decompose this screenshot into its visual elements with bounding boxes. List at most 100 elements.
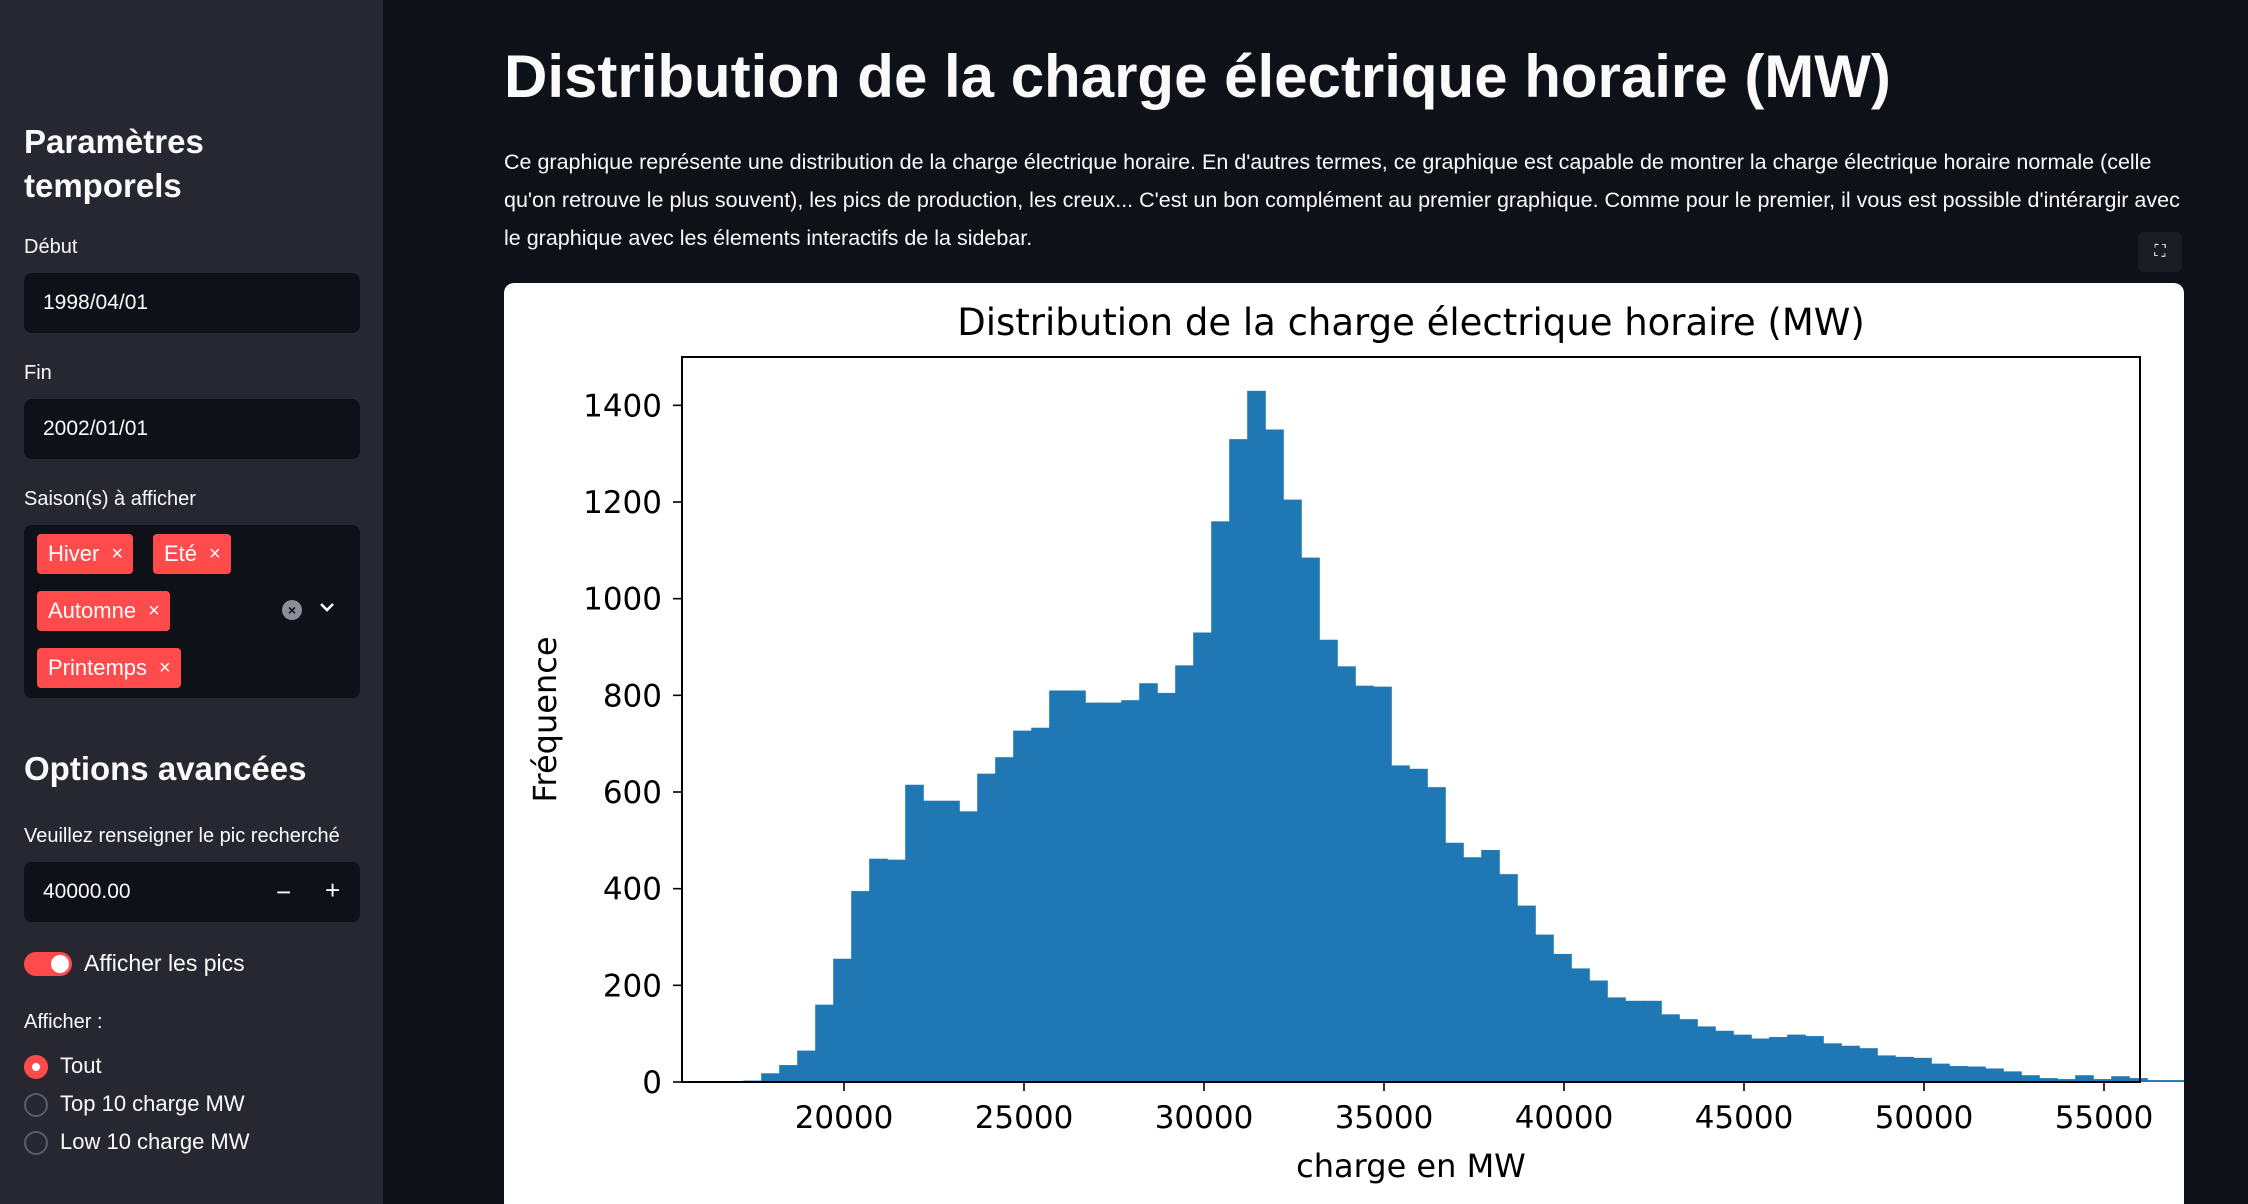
- histogram-bar: [1229, 439, 1248, 1082]
- y-tick-label: 1400: [583, 388, 662, 424]
- histogram-bar: [1373, 686, 1392, 1082]
- histogram-bar: [1535, 934, 1554, 1082]
- remove-tag-icon[interactable]: ×: [209, 542, 221, 565]
- season-tag-label: Automne: [48, 598, 137, 623]
- histogram-bar: [833, 958, 852, 1082]
- peak-label: Veuillez renseigner le pic recherché: [24, 825, 340, 847]
- histogram-bar: [1481, 850, 1500, 1082]
- histogram-bar: [1751, 1038, 1770, 1082]
- histogram-chart: 20000 25000 30000 35000 40000 45000 50000 55000…: [504, 283, 2184, 1204]
- histogram-bar: [1607, 997, 1626, 1082]
- plot-frame: [681, 356, 2141, 1083]
- show-peaks-label: Afficher les pics: [84, 950, 245, 976]
- y-tick-label: 1000: [583, 582, 662, 618]
- radio-top10[interactable]: [24, 1093, 48, 1117]
- x-tick-label: 40000: [1515, 1100, 1614, 1136]
- season-tag-label: Hiver: [48, 541, 100, 566]
- start-date-value: 1998/04/01: [43, 291, 149, 314]
- histogram-bar: [1913, 1057, 1932, 1082]
- histogram-bar: [1805, 1036, 1824, 1082]
- advanced-options-title: Options avancées: [24, 750, 307, 787]
- page-description: Ce graphique représente une distribution…: [504, 150, 2180, 250]
- end-date-input[interactable]: 2002/01/01: [24, 399, 360, 459]
- histogram-bar: [2075, 1075, 2094, 1082]
- histogram-bar: [2021, 1075, 2040, 1082]
- histogram-bar: [2039, 1078, 2058, 1082]
- histogram-bar: [1949, 1066, 1968, 1082]
- season-tag-printemps[interactable]: Printemps ×: [37, 648, 181, 688]
- radio-low10[interactable]: [24, 1131, 48, 1155]
- histogram-bar: [1013, 730, 1032, 1082]
- histogram-bar: [1355, 685, 1374, 1082]
- season-tag-ete[interactable]: Eté ×: [153, 534, 231, 574]
- y-tick-label: 400: [603, 872, 662, 908]
- histogram-bar: [1823, 1043, 1842, 1082]
- histogram-bar: [1301, 557, 1320, 1082]
- histogram-bar: [1283, 499, 1302, 1082]
- histogram-bar: [1841, 1045, 1860, 1082]
- histogram-bar: [1733, 1034, 1752, 1082]
- histogram-bar: [1499, 874, 1518, 1082]
- histogram-bar: [1643, 1000, 1662, 1082]
- x-tick-label: 35000: [1335, 1100, 1434, 1136]
- temporal-settings-title: Paramètres temporels: [24, 123, 204, 204]
- x-tick-label: 25000: [975, 1100, 1074, 1136]
- histogram-bar: [1121, 700, 1140, 1082]
- season-tag-automne[interactable]: Automne ×: [37, 591, 170, 631]
- histogram-bar: [1625, 1000, 1644, 1082]
- histogram-bar: [2165, 1080, 2184, 1082]
- histogram-bar: [1445, 842, 1464, 1082]
- season-tag-hiver[interactable]: Hiver ×: [37, 534, 134, 574]
- histogram-bar: [923, 800, 942, 1082]
- histogram-bar: [1319, 639, 1338, 1082]
- radio-tout[interactable]: [24, 1055, 48, 1079]
- histogram-bar: [1859, 1048, 1878, 1082]
- histogram-bar: [869, 858, 888, 1082]
- increment-button[interactable]: +: [325, 875, 341, 905]
- histogram-bar: [1175, 665, 1194, 1082]
- histogram-bar: [1967, 1066, 1986, 1082]
- histogram-bar: [1139, 683, 1158, 1082]
- peak-value: 40000.00: [43, 880, 131, 903]
- histogram-bar: [995, 757, 1014, 1082]
- histogram-bar: [851, 891, 870, 1082]
- y-axis-label: Fréquence: [526, 636, 564, 802]
- x-tick-label: 20000: [795, 1100, 894, 1136]
- histogram-bar: [1391, 765, 1410, 1082]
- histogram-bar: [2129, 1078, 2148, 1082]
- fullscreen-button[interactable]: ⛶: [2138, 232, 2182, 272]
- histogram-bar: [1769, 1037, 1788, 1082]
- histogram-bar: [1895, 1056, 1914, 1082]
- decrement-button[interactable]: −: [276, 877, 292, 907]
- x-axis-label: charge en MW: [1296, 1147, 1526, 1185]
- y-tick-label: 1200: [583, 485, 662, 521]
- remove-tag-icon[interactable]: ×: [148, 599, 160, 622]
- chevron-down-icon[interactable]: [318, 597, 336, 620]
- histogram-bar: [1877, 1055, 1896, 1082]
- histogram-bar: [1679, 1019, 1698, 1082]
- show-peaks-toggle[interactable]: [24, 952, 72, 976]
- y-tick-label: 200: [603, 968, 662, 1004]
- radio-tout-label[interactable]: Tout: [60, 1053, 102, 1078]
- histogram-bar: [1517, 905, 1536, 1082]
- radio-low10-label[interactable]: Low 10 charge MW: [60, 1129, 250, 1154]
- histogram-bar: [977, 773, 996, 1082]
- radio-top10-label[interactable]: Top 10 charge MW: [60, 1091, 245, 1116]
- y-tick-label: 800: [603, 678, 662, 714]
- end-date-value: 2002/01/01: [43, 417, 149, 440]
- toggle-knob: [51, 955, 69, 973]
- peak-number-input[interactable]: 40000.00: [24, 862, 360, 922]
- histogram-bar: [2093, 1079, 2112, 1082]
- histogram-bar: [905, 784, 924, 1082]
- remove-tag-icon[interactable]: ×: [159, 656, 171, 679]
- histogram-bar: [779, 1065, 798, 1082]
- start-date-input[interactable]: 1998/04/01: [24, 273, 360, 333]
- x-tick-label: 30000: [1155, 1100, 1254, 1136]
- histogram-bar: [959, 811, 978, 1082]
- clear-all-icon[interactable]: ×: [282, 600, 302, 620]
- x-tick-label: 50000: [1875, 1100, 1974, 1136]
- x-tick-label: 45000: [1695, 1100, 1794, 1136]
- chart-title: Distribution de la charge électrique hor…: [957, 301, 1865, 344]
- remove-tag-icon[interactable]: ×: [111, 542, 124, 565]
- histogram-bar: [1247, 390, 1266, 1082]
